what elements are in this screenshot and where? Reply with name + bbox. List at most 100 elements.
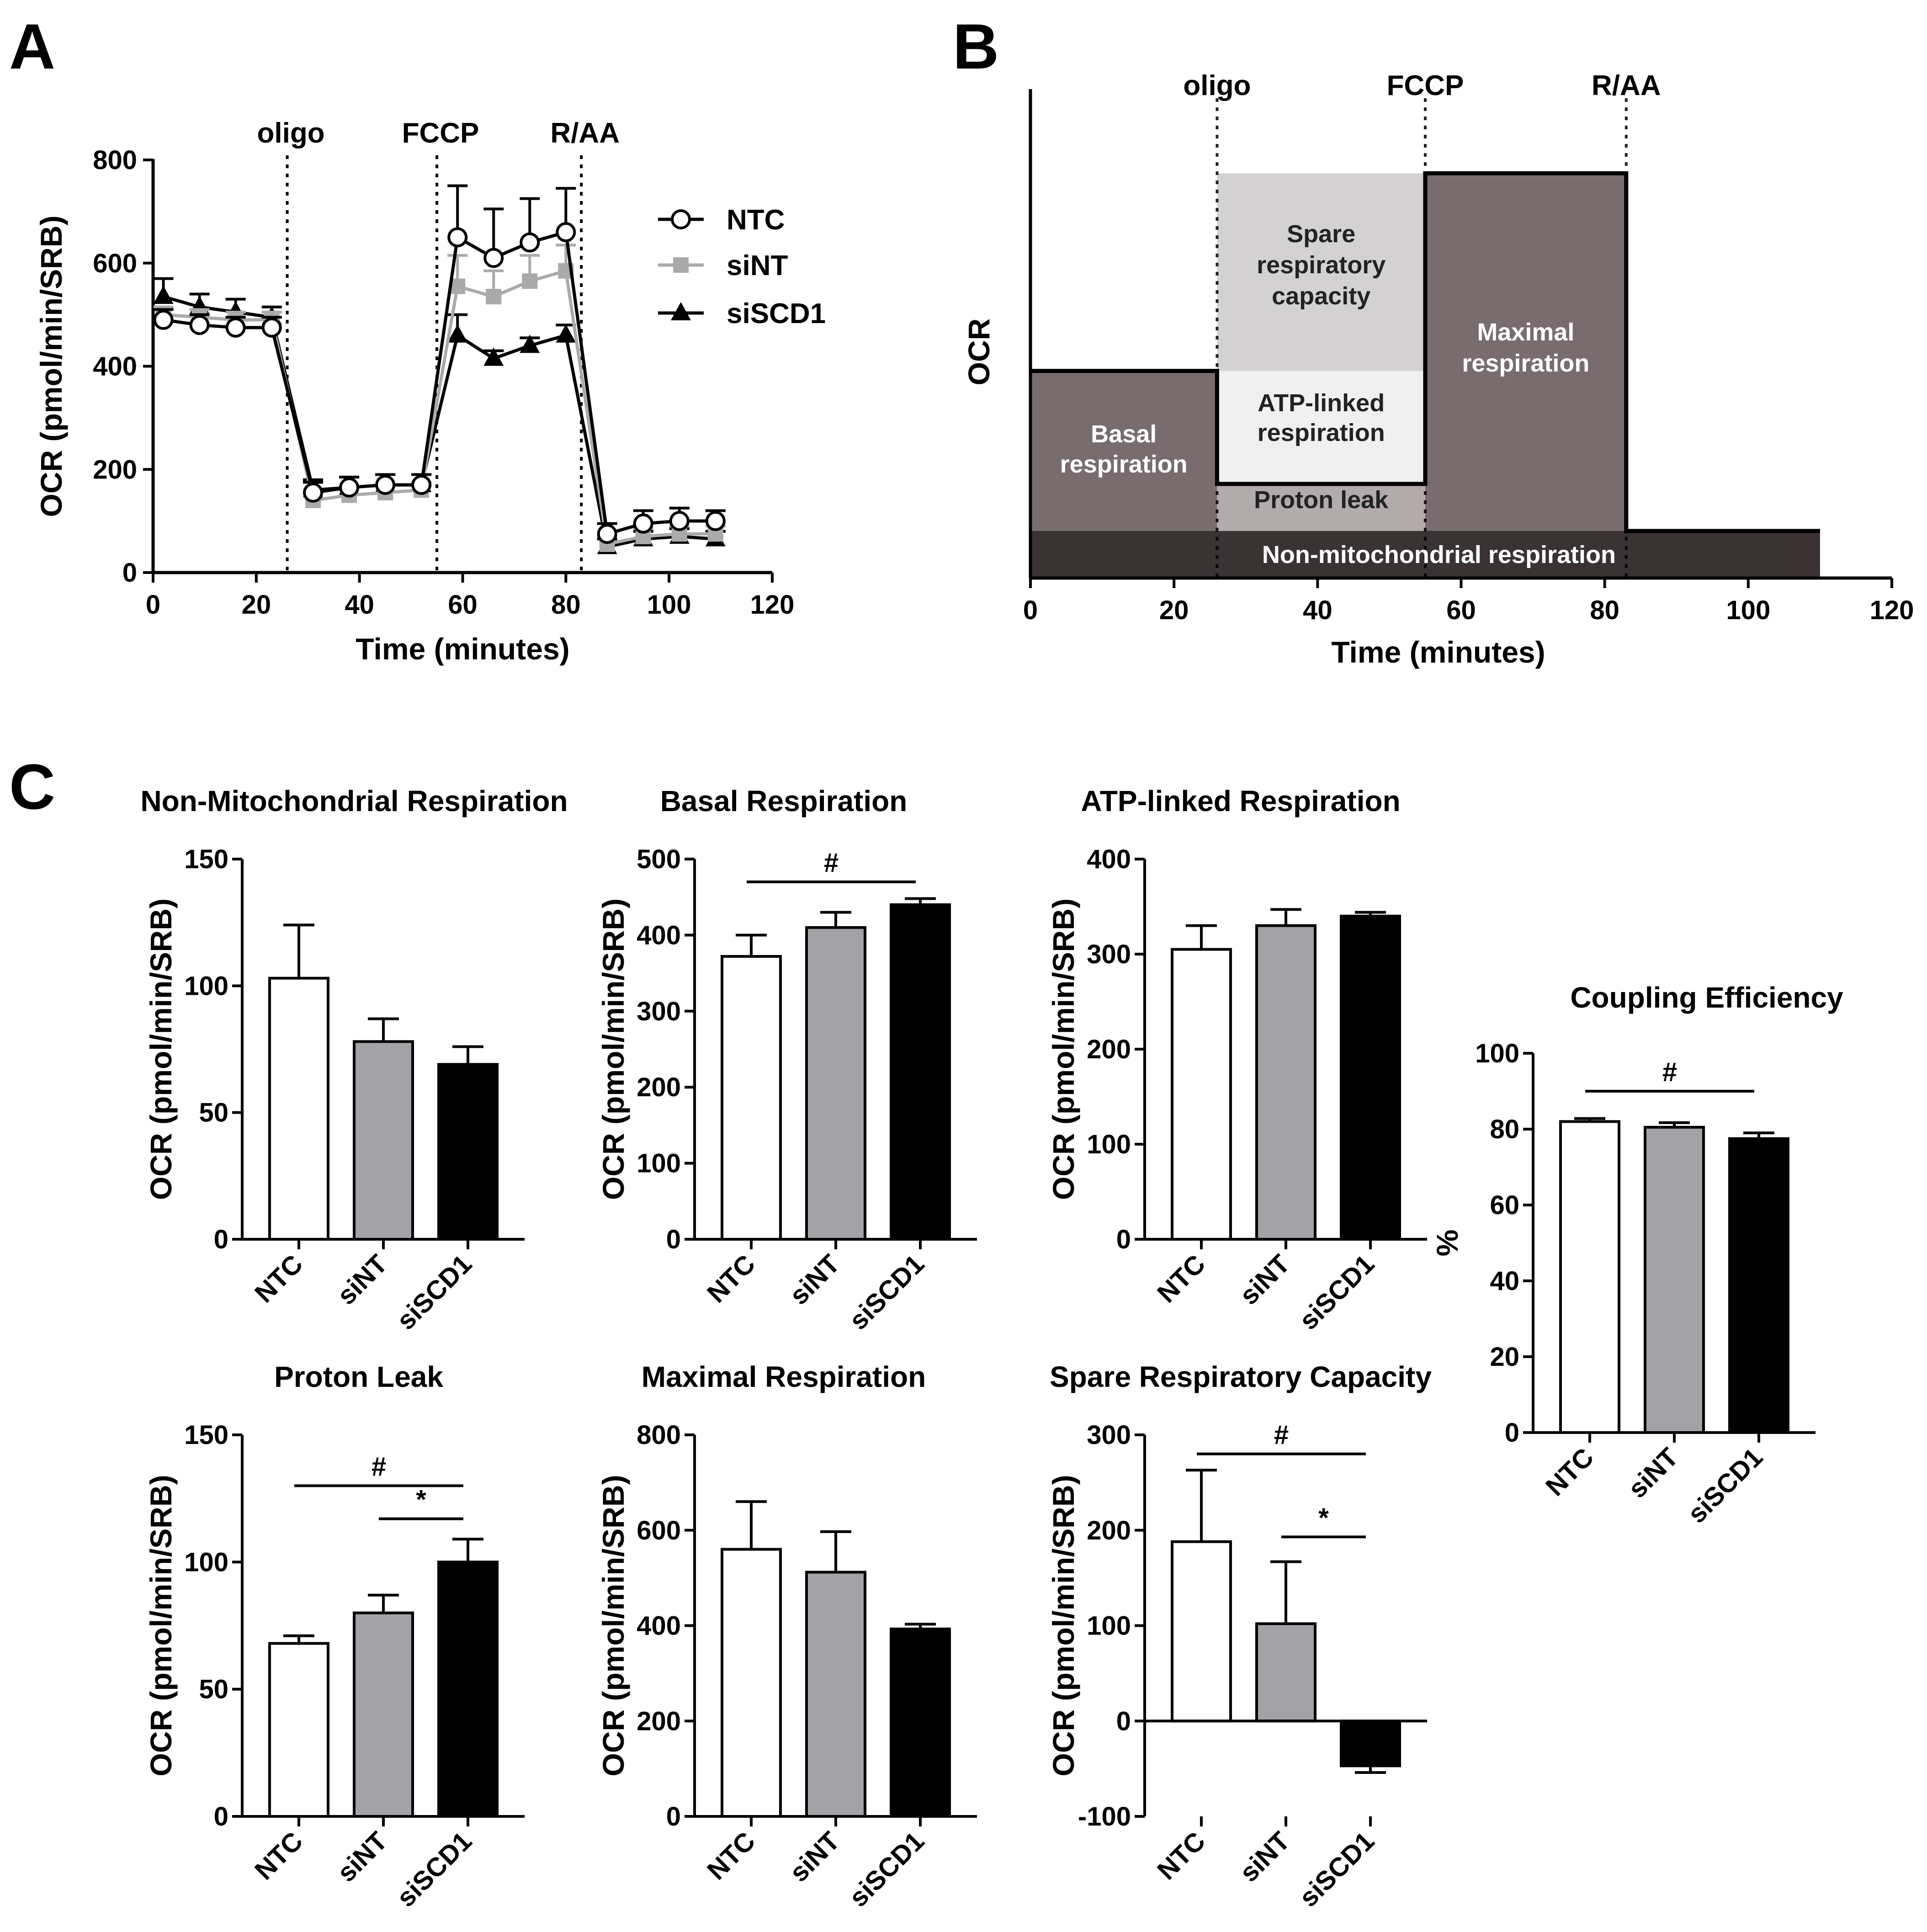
legend-label-ntc: NTC <box>727 204 785 236</box>
bar-ntc <box>268 1642 329 1818</box>
region-label-basal: Basal <box>1091 420 1157 448</box>
line-chart-panel-a: 0 200 400 600 800 0 20 40 60 80 100 120 Time (minute… <box>34 117 826 666</box>
y-tick-label: 400 <box>93 352 137 382</box>
y-tick-label: 100 <box>184 1547 228 1577</box>
data-point <box>597 524 617 544</box>
y-tick-label: 300 <box>637 997 681 1026</box>
region-basal-respiration <box>1030 371 1217 531</box>
significance-marker: # <box>372 1452 386 1481</box>
y-tick-label: 200 <box>637 1706 681 1736</box>
chart-title: Coupling Efficiency <box>1570 981 1843 1014</box>
bar-sint <box>1644 1125 1705 1434</box>
series-line-sint <box>163 269 716 547</box>
injection-label-fccp: FCCP <box>402 117 479 149</box>
category-label-ntc: NTC <box>249 1826 308 1885</box>
chart-title: Non-Mitochondrial Respiration <box>140 785 568 817</box>
data-point <box>520 232 540 253</box>
region-label-spare: respiratory <box>1257 251 1386 279</box>
x-tick-label: 0 <box>1023 595 1038 625</box>
bar-chart-atp-linked-respiration: ATP-linked Respiration 0 100 200 300 400 NTC si… <box>1046 785 1427 1336</box>
y-tick-label: 50 <box>199 1675 228 1704</box>
y-tick-label: 0 <box>1505 1418 1519 1448</box>
bar-sint <box>353 1040 414 1241</box>
x-tick-label: 60 <box>448 590 478 620</box>
bar-sint <box>1255 1622 1317 1723</box>
y-tick-label: -100 <box>1078 1802 1131 1831</box>
x-tick-label: 40 <box>1303 595 1332 625</box>
y-tick-label: 150 <box>184 844 228 874</box>
bar-chart-spare-respiratory-capacity: Spare Respiratory Capacity -100 0 100 200 300… <box>1046 1360 1432 1913</box>
x-tick-label: 40 <box>345 590 374 620</box>
bar-sint <box>353 1611 414 1818</box>
x-tick-label: 60 <box>1446 595 1476 625</box>
y-axis-title: OCR (pmol/min/SRB) <box>596 1475 630 1777</box>
x-tick-label: 80 <box>551 590 581 620</box>
panel-label-b: B <box>953 11 999 82</box>
series-sint <box>153 244 726 552</box>
bar-siscd1 <box>437 1560 499 1818</box>
y-tick-label: 80 <box>1490 1115 1519 1144</box>
y-tick-label: 800 <box>93 145 137 175</box>
y-tick-label: 0 <box>666 1225 681 1254</box>
bar-sint <box>805 1571 866 1818</box>
legend-marker-siscd1 <box>671 302 691 320</box>
data-point <box>447 324 468 343</box>
data-point <box>486 289 502 305</box>
bar-siscd1 <box>1340 1720 1401 1767</box>
y-tick-label: 100 <box>637 1149 681 1178</box>
category-label-sint: siNT <box>784 1249 845 1311</box>
y-tick-label: 0 <box>214 1225 228 1254</box>
category-label-siscd1: siSCD1 <box>1294 1826 1380 1913</box>
significance-marker: * <box>416 1485 426 1515</box>
category-label-siscd1: siSCD1 <box>844 1826 930 1913</box>
region-label-maximal: Maximal <box>1477 318 1574 346</box>
x-tick-label: 20 <box>1159 595 1189 625</box>
data-point <box>411 475 432 495</box>
y-tick-label: 200 <box>1087 1516 1131 1545</box>
injection-label-fccp: FCCP <box>1387 70 1464 101</box>
y-tick-label: 0 <box>1116 1706 1131 1736</box>
region-label-proton: Proton leak <box>1254 486 1389 514</box>
data-point <box>153 309 174 330</box>
bar-siscd1 <box>437 1063 499 1241</box>
category-label-sint: siNT <box>331 1826 393 1888</box>
data-point <box>705 511 726 531</box>
bar-siscd1 <box>890 903 951 1241</box>
y-axis-title: OCR (pmol/min/SRB) <box>144 898 178 1200</box>
bar-chart-maximal-respiration: Maximal Respiration 0 200 400 600 800 NTC siNTs… <box>596 1360 977 1913</box>
category-label-ntc: NTC <box>701 1826 761 1885</box>
data-point <box>375 475 396 495</box>
y-tick-label: 0 <box>122 558 137 588</box>
category-label-sint: siNT <box>331 1249 393 1311</box>
y-axis-title: OCR (pmol/min/SRB) <box>34 216 68 517</box>
data-point <box>225 317 246 338</box>
region-label-spare: Spare <box>1287 220 1355 248</box>
region-label-spare: capacity <box>1272 282 1370 310</box>
y-axis-title: % <box>1430 1230 1464 1257</box>
data-point <box>339 477 360 498</box>
chart-title: ATP-linked Respiration <box>1081 785 1400 817</box>
x-tick-label: 20 <box>242 590 271 620</box>
significance-marker: # <box>1662 1057 1677 1087</box>
category-label-ntc: NTC <box>1152 1826 1211 1885</box>
bar-siscd1 <box>890 1627 951 1818</box>
injection-label-r-aa: R/AA <box>550 117 620 149</box>
y-tick-label: 150 <box>184 1420 228 1450</box>
y-tick-label: 300 <box>1087 939 1131 969</box>
bar-ntc <box>1171 948 1232 1241</box>
bar-chart-non-mitochondrial-respiration: Non-Mitochondrial Respiration 0 50 100 150 NT… <box>140 785 568 1336</box>
y-tick-label: 400 <box>637 1611 681 1641</box>
category-label-sint: siNT <box>784 1826 845 1888</box>
legend-marker-sint <box>673 257 689 273</box>
y-tick-label: 100 <box>1087 1611 1131 1641</box>
y-tick-label: 600 <box>93 249 137 278</box>
chart-title: Maximal Respiration <box>642 1360 926 1393</box>
region-label-atp: ATP-linked <box>1258 389 1385 417</box>
data-point <box>261 317 282 338</box>
bar-ntc <box>721 955 782 1241</box>
category-label-siscd1: siSCD1 <box>391 1249 478 1336</box>
y-axis-title: OCR (pmol/min/SRB) <box>596 898 630 1200</box>
data-point <box>303 483 324 503</box>
